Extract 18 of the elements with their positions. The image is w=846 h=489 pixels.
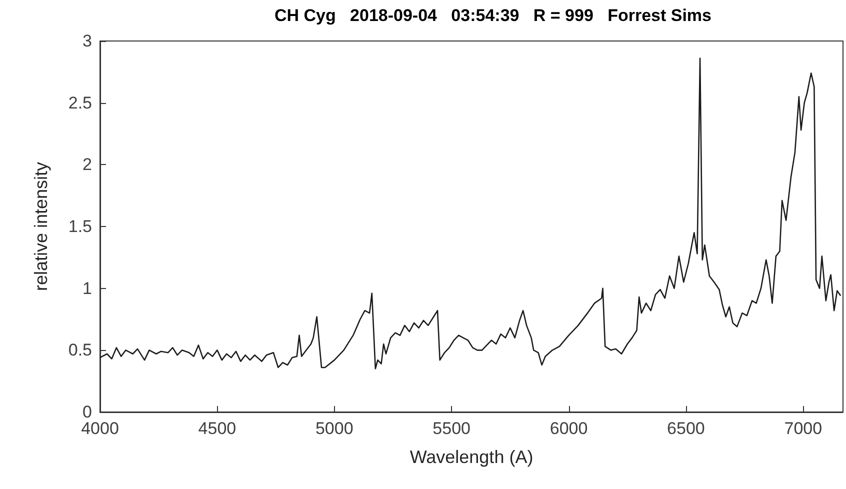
y-tick-label: 1.5 xyxy=(68,217,92,236)
chart-title: CH Cyg 2018-09-04 03:54:39 R = 999 Forrest Sims xyxy=(274,6,712,25)
x-axis-title: Wavelength (A) xyxy=(410,447,534,467)
y-tick-label: 2 xyxy=(82,155,92,174)
y-tick-label: 1 xyxy=(82,278,92,298)
x-tick-label: 7000 xyxy=(784,419,822,438)
y-axis-title: relative intensity xyxy=(31,162,51,292)
x-tick-label: 4000 xyxy=(81,419,119,438)
x-tick-label: 6500 xyxy=(667,419,705,438)
x-tick-label: 5500 xyxy=(432,419,470,438)
line-series xyxy=(99,58,842,370)
x-tick-label: 4500 xyxy=(198,419,236,438)
x-tick-label: 6000 xyxy=(550,419,588,438)
y-tick-label: 3 xyxy=(82,32,92,50)
y-tick-label: 0.5 xyxy=(68,340,92,360)
x-tick-label: 5000 xyxy=(315,419,354,438)
y-tick-label: 0 xyxy=(82,402,92,422)
y-tick-label: 2.5 xyxy=(68,93,92,112)
